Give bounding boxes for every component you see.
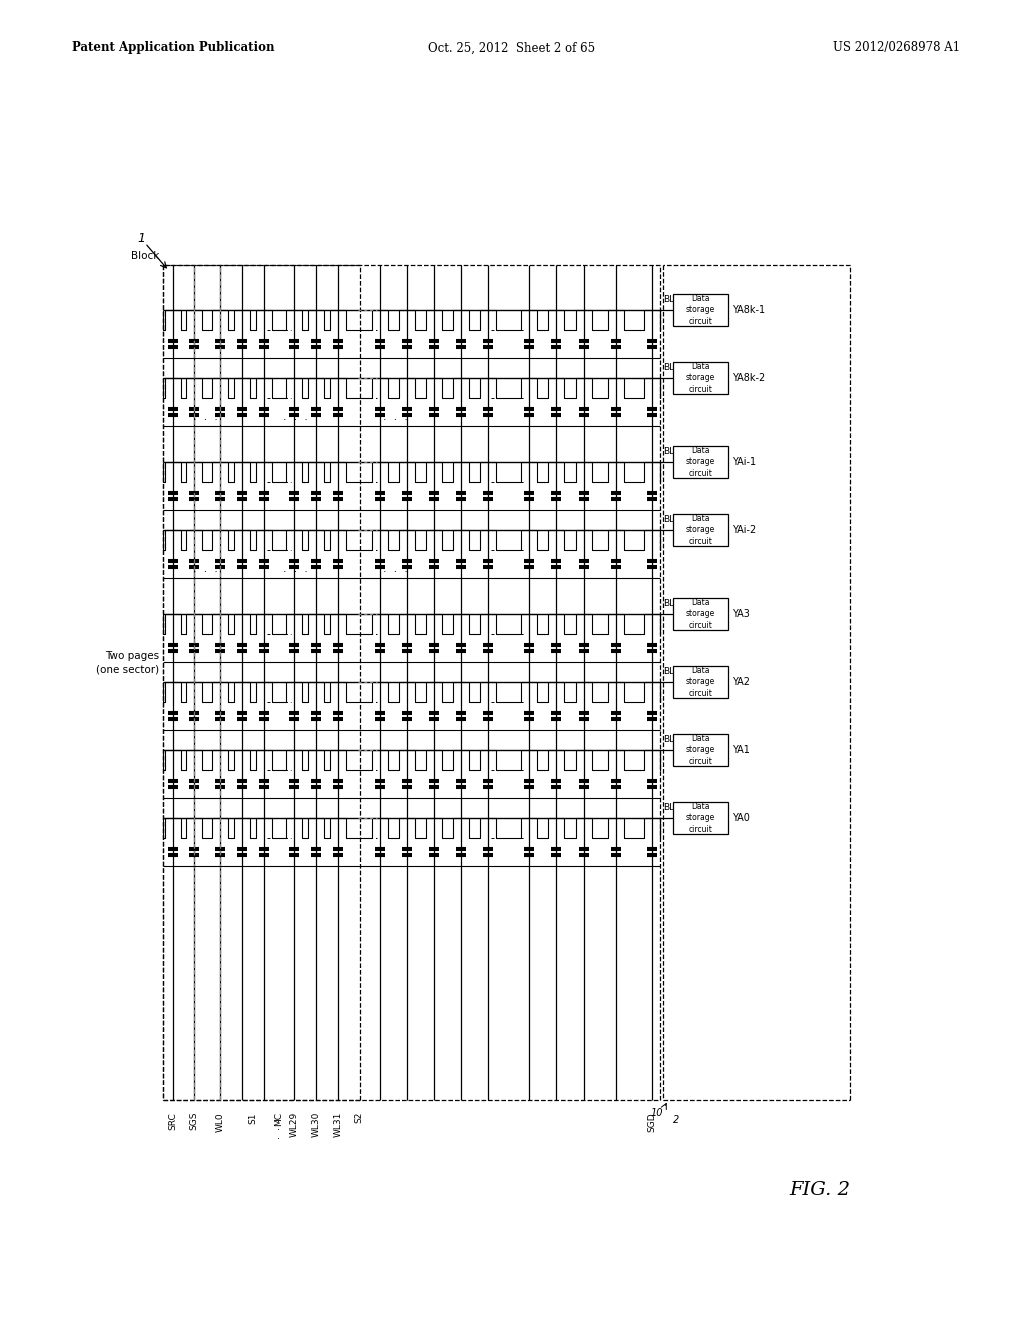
Text: SRC: SRC: [169, 1111, 177, 1130]
Text: WL29: WL29: [290, 1111, 299, 1138]
Text: BL3: BL3: [663, 599, 680, 609]
Text: FIG. 2: FIG. 2: [790, 1181, 851, 1199]
Text: Data
storage
circuit: Data storage circuit: [686, 294, 715, 326]
Bar: [673, 446, 728, 478]
Bar: [673, 362, 728, 393]
Text: Data
storage
circuit: Data storage circuit: [686, 515, 715, 545]
Text: Data
storage
circuit: Data storage circuit: [686, 446, 715, 478]
Text: BL8k-2: BL8k-2: [663, 363, 694, 372]
Text: Patent Application Publication: Patent Application Publication: [72, 41, 274, 54]
Bar: [673, 803, 728, 834]
Text: SGD: SGD: [647, 1111, 656, 1131]
Text: YAi-2: YAi-2: [732, 525, 757, 535]
Text: S2: S2: [354, 1111, 364, 1123]
Text: BL1: BL1: [663, 735, 680, 744]
Text: Data
storage
circuit: Data storage circuit: [686, 598, 715, 630]
Text: YA8k-1: YA8k-1: [732, 305, 765, 315]
Text: Data
storage
circuit: Data storage circuit: [686, 803, 715, 834]
Text: YA8k-2: YA8k-2: [732, 374, 765, 383]
Bar: [673, 598, 728, 630]
Text: YA3: YA3: [732, 609, 750, 619]
Text: WL31: WL31: [334, 1111, 342, 1138]
Text: 10: 10: [650, 1107, 663, 1118]
Text: Data
storage
circuit: Data storage circuit: [686, 734, 715, 766]
Text: ·  ·  ·: · · ·: [383, 414, 408, 425]
Text: WL0: WL0: [215, 1111, 224, 1131]
Text: ·
·
·: · · ·: [278, 1117, 281, 1144]
Text: ·  ·  ·: · · ·: [283, 568, 308, 577]
Text: US 2012/0268978 A1: US 2012/0268978 A1: [833, 41, 961, 54]
Bar: [673, 513, 728, 546]
Text: Two pages
(one sector): Two pages (one sector): [96, 651, 159, 675]
Text: YA0: YA0: [732, 813, 750, 822]
Text: S1: S1: [249, 1111, 257, 1123]
Text: BL2: BL2: [663, 667, 680, 676]
Bar: [673, 294, 728, 326]
Text: ·  ·  ·: · · ·: [193, 414, 218, 425]
Text: Data
storage
circuit: Data storage circuit: [686, 363, 715, 393]
Bar: [673, 667, 728, 698]
Bar: [673, 734, 728, 766]
Text: Data
storage
circuit: Data storage circuit: [686, 667, 715, 697]
Text: WL30: WL30: [311, 1111, 321, 1138]
Text: YAi-1: YAi-1: [732, 457, 756, 467]
Text: YA2: YA2: [732, 677, 750, 686]
Text: BLi-2: BLi-2: [663, 515, 686, 524]
Text: 2: 2: [673, 1115, 679, 1125]
Text: ·  ·  ·: · · ·: [193, 568, 218, 577]
Text: MC: MC: [274, 1111, 284, 1126]
Text: Block: Block: [131, 251, 159, 261]
Text: ·  ·  ·: · · ·: [383, 568, 408, 577]
Text: YA1: YA1: [732, 744, 750, 755]
Text: 1: 1: [137, 232, 145, 246]
Text: SGS: SGS: [189, 1111, 199, 1130]
Text: Oct. 25, 2012  Sheet 2 of 65: Oct. 25, 2012 Sheet 2 of 65: [428, 41, 596, 54]
Text: BL0: BL0: [663, 803, 680, 812]
Text: ·  ·  ·: · · ·: [283, 414, 308, 425]
Text: BL8k-1: BL8k-1: [663, 294, 694, 304]
Text: BLi-1: BLi-1: [663, 447, 686, 455]
